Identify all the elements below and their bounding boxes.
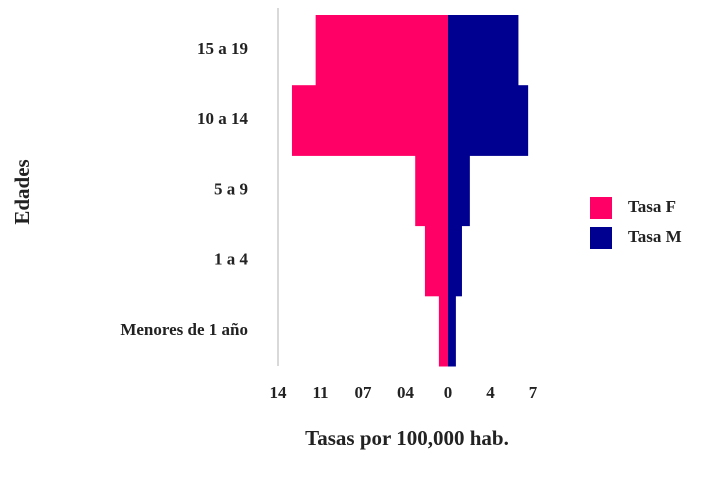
legend-label: Tasa F <box>628 197 676 216</box>
y-tick-label: 15 a 19 <box>197 39 248 58</box>
x-tick-label: 11 <box>312 383 328 402</box>
x-tick-label: 07 <box>355 383 373 402</box>
y-tick-label: 5 a 9 <box>214 179 248 198</box>
bar <box>291 85 448 156</box>
legend-label: Tasa M <box>628 227 682 246</box>
bar <box>315 15 448 86</box>
bar <box>448 155 470 227</box>
bar <box>424 225 448 297</box>
y-axis-title: Edades <box>10 159 34 224</box>
x-tick-label: 4 <box>486 383 495 402</box>
y-tick-label: 1 a 4 <box>214 250 249 269</box>
legend-swatch <box>590 197 612 219</box>
bar <box>448 295 456 367</box>
y-tick-label: Menores de 1 año <box>120 320 248 339</box>
bar <box>448 225 462 297</box>
bar <box>438 295 448 367</box>
x-tick-label: 14 <box>270 383 288 402</box>
x-tick-label: 04 <box>397 383 415 402</box>
x-tick-label: 7 <box>529 383 538 402</box>
legend-swatch <box>590 227 612 249</box>
bar <box>448 15 519 86</box>
bar <box>448 85 529 156</box>
x-tick-label: 0 <box>444 383 453 402</box>
y-tick-label: 10 a 14 <box>197 109 249 128</box>
bar <box>415 155 448 227</box>
x-axis-title: Tasas por 100,000 hab. <box>305 426 509 450</box>
